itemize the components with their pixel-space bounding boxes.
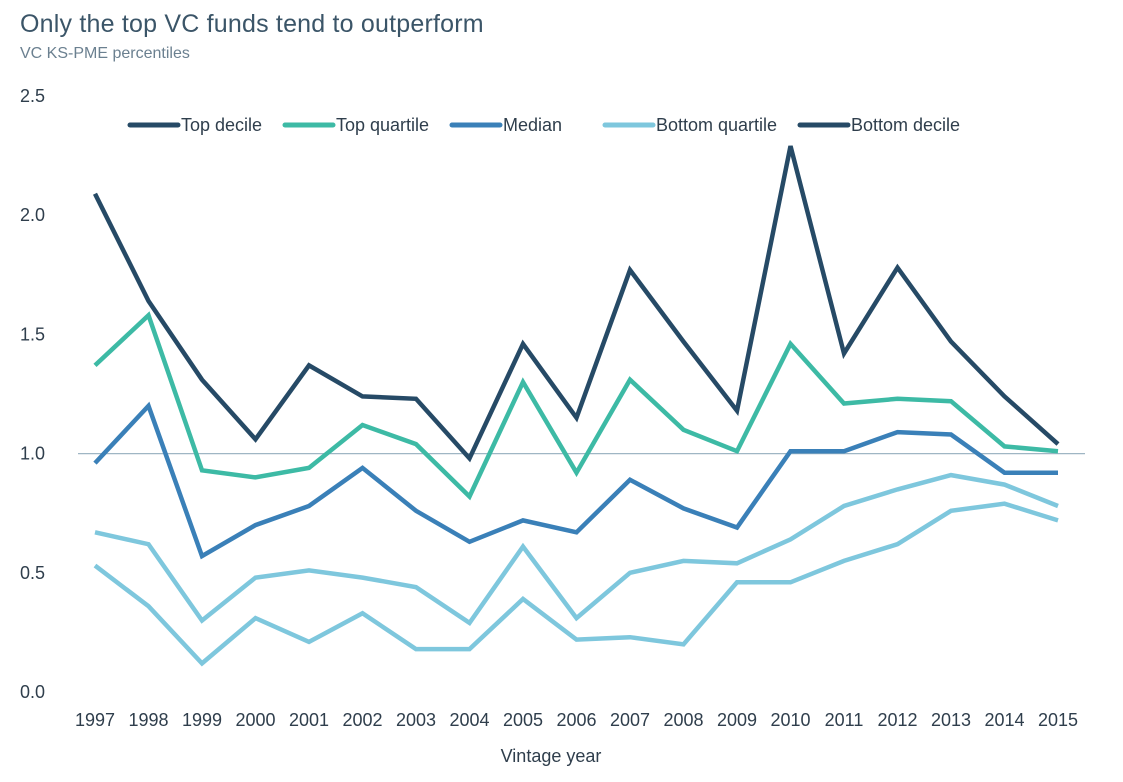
y-tick-label: 2.0 xyxy=(20,205,45,225)
x-tick-label: 2013 xyxy=(931,710,971,730)
legend-label: Top decile xyxy=(181,115,262,135)
legend-label: Bottom decile xyxy=(851,115,960,135)
x-tick-label: 2004 xyxy=(449,710,489,730)
series-group xyxy=(92,145,1060,667)
y-tick-label: 0.0 xyxy=(20,682,45,702)
x-tick-label: 2006 xyxy=(556,710,596,730)
x-tick-label: 2011 xyxy=(825,710,864,730)
chart-title: Only the top VC funds tend to outperform xyxy=(20,10,484,38)
chart-subtitle: VC KS-PME percentiles xyxy=(20,45,190,62)
x-axis-ticks: 1997 1998 1999 2000 2001 2002 2003 2004 2005 2006… xyxy=(75,710,1078,730)
x-tick-label: 1999 xyxy=(182,710,222,730)
legend-label: Bottom quartile xyxy=(656,115,777,135)
x-tick-label: 2003 xyxy=(396,710,436,730)
y-axis-ticks: 0.0 0.5 1.0 1.5 2.0 2.5 xyxy=(20,86,45,702)
y-tick-label: 1.5 xyxy=(20,324,45,344)
x-tick-label: 2009 xyxy=(717,710,757,730)
y-tick-label: 0.5 xyxy=(20,563,45,583)
series-line-top-quartile xyxy=(93,311,1059,501)
x-tick-label: 1997 xyxy=(75,710,115,730)
series-line-median xyxy=(93,401,1058,560)
x-tick-label: 2007 xyxy=(610,710,650,730)
x-tick-label: 2008 xyxy=(663,710,703,730)
legend-label: Median xyxy=(503,115,562,135)
x-tick-label: 2005 xyxy=(503,710,543,730)
x-tick-label: 2015 xyxy=(1038,710,1078,730)
y-tick-label: 2.5 xyxy=(20,86,45,106)
x-tick-label: 2001 xyxy=(289,710,329,730)
legend: Top decile Top quartile Median Bottom quart… xyxy=(127,115,960,135)
x-axis-title: Vintage year xyxy=(501,746,602,766)
x-tick-label: 1998 xyxy=(128,710,168,730)
series-line-bottom-decile xyxy=(93,501,1059,667)
x-tick-label: 2014 xyxy=(984,710,1024,730)
x-tick-label: 2000 xyxy=(235,710,275,730)
x-tick-label: 2002 xyxy=(342,710,382,730)
legend-label: Top quartile xyxy=(336,115,429,135)
y-tick-label: 1.0 xyxy=(20,444,45,464)
x-tick-label: 2010 xyxy=(770,710,810,730)
series-line-top-decile xyxy=(92,145,1060,463)
x-tick-label: 2012 xyxy=(877,710,917,730)
series-line-bottom-quartile xyxy=(94,472,1059,626)
